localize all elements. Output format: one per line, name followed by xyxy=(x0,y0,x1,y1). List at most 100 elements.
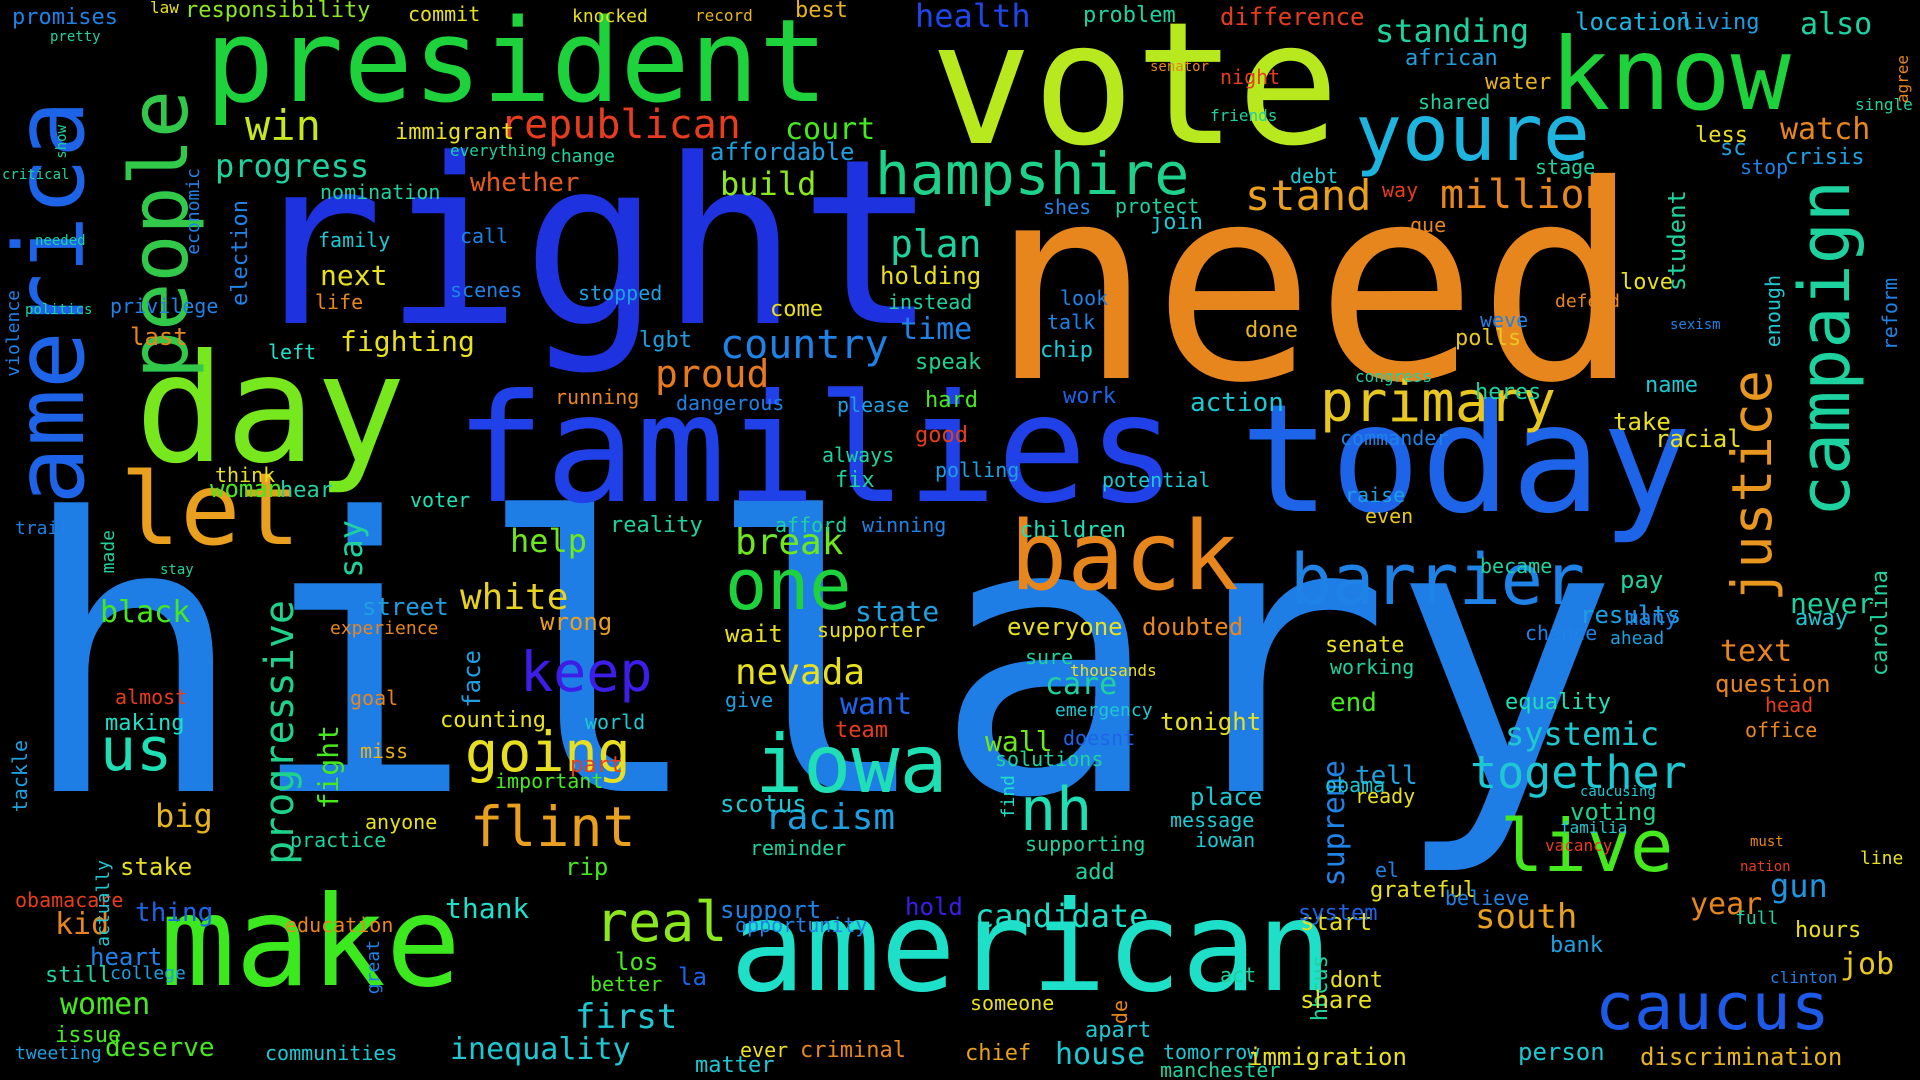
cloud-word-bank: bank xyxy=(1550,933,1603,958)
cloud-word-name: name xyxy=(1645,373,1698,398)
cloud-word-president: president xyxy=(205,0,829,129)
cloud-word-stopped: stopped xyxy=(578,281,663,305)
cloud-word-end: end xyxy=(1330,688,1377,718)
cloud-word-difference: difference xyxy=(1220,3,1365,31)
cloud-word-job: job xyxy=(1840,947,1895,982)
cloud-word-dangerous: dangerous xyxy=(676,391,785,415)
cloud-word-obama: obama xyxy=(1325,773,1386,797)
cloud-word-family: family xyxy=(318,228,391,252)
cloud-word-supporter: supporter xyxy=(817,618,926,642)
cloud-word-heres: heres xyxy=(1475,380,1542,405)
cloud-word-question: question xyxy=(1715,670,1831,698)
cloud-word-country: country xyxy=(720,322,889,368)
cloud-word-potential: potential xyxy=(1102,468,1211,492)
cloud-word-election: election xyxy=(228,200,253,306)
cloud-word-senator: senator xyxy=(1150,59,1210,75)
cloud-word-racial: racial xyxy=(1655,425,1742,453)
cloud-word-iowan: iowan xyxy=(1195,828,1256,852)
cloud-word-join: join xyxy=(1150,210,1203,235)
cloud-word-grateful: grateful xyxy=(1370,878,1476,903)
cloud-word-black: black xyxy=(100,595,191,630)
cloud-word-take: take xyxy=(1613,408,1671,436)
cloud-word-hours: hours xyxy=(1795,918,1862,943)
cloud-word-line: line xyxy=(1860,848,1904,869)
cloud-word-caucus: caucus xyxy=(1595,970,1830,1045)
cloud-word-voting: voting xyxy=(1570,798,1657,826)
cloud-word-candidate: candidate xyxy=(975,897,1149,935)
cloud-word-voter: voter xyxy=(410,488,471,512)
cloud-word-watch: watch xyxy=(1780,112,1871,147)
cloud-word-big: big xyxy=(155,797,213,835)
cloud-word-tweeting: tweeting xyxy=(15,1043,102,1064)
cloud-word-health: health xyxy=(915,0,1031,35)
cloud-word-text: text xyxy=(1720,634,1793,669)
cloud-word-south: south xyxy=(1475,897,1578,937)
cloud-word-real: real xyxy=(595,890,728,954)
cloud-word-woman: woman xyxy=(210,475,283,503)
cloud-word-instead: instead xyxy=(888,290,973,314)
cloud-word-doesnt: doesnt xyxy=(1063,726,1136,750)
cloud-word-wrong: wrong xyxy=(540,608,613,636)
cloud-word-important: important xyxy=(495,769,604,793)
cloud-word-weve: weve xyxy=(1480,308,1529,332)
cloud-word-affordable: affordable xyxy=(710,138,855,166)
cloud-word-ever: ever xyxy=(740,1038,789,1062)
cloud-word-women: women xyxy=(60,987,151,1022)
cloud-word-hear: hear xyxy=(280,478,333,503)
cloud-word-la: la xyxy=(678,963,707,991)
cloud-word-support: support xyxy=(720,896,822,924)
cloud-word-us: us xyxy=(100,715,173,785)
cloud-word-together: together xyxy=(1470,746,1687,799)
cloud-word-politics: politics xyxy=(25,302,93,318)
cloud-word-live: live xyxy=(1500,804,1674,888)
cloud-word-commander: commander xyxy=(1340,426,1449,450)
cloud-word-equality: equality xyxy=(1505,690,1611,715)
cloud-word-african: african xyxy=(1405,46,1498,71)
cloud-word-law: law xyxy=(150,0,179,17)
cloud-word-miss: miss xyxy=(360,739,409,763)
cloud-word-los: los xyxy=(615,948,659,976)
cloud-word-many: many xyxy=(1625,606,1678,631)
cloud-word-racism: racism xyxy=(765,797,896,838)
cloud-word-congress: congress xyxy=(1355,367,1433,386)
cloud-word-sc: sc xyxy=(1720,136,1747,161)
cloud-word-scenes: scenes xyxy=(450,278,523,302)
cloud-word-hard: hard xyxy=(925,388,978,413)
cloud-word-way: way xyxy=(1382,178,1419,202)
cloud-word-kid: kid xyxy=(55,907,110,942)
cloud-word-sexism: sexism xyxy=(1670,317,1721,333)
cloud-word-add: add xyxy=(1075,860,1115,885)
cloud-word-shared: shared xyxy=(1418,90,1491,114)
cloud-word-que: que xyxy=(1410,213,1447,237)
cloud-word-caucusing: caucusing xyxy=(1580,784,1656,800)
cloud-word-clinton: clinton xyxy=(1770,968,1838,987)
cloud-word-became: became xyxy=(1480,554,1553,578)
cloud-word-scotus: scotus xyxy=(720,790,807,818)
cloud-word-stake: stake xyxy=(120,853,193,881)
cloud-word-communities: communities xyxy=(265,1041,398,1065)
cloud-word-children: children xyxy=(1020,518,1126,543)
cloud-word-say: say xyxy=(332,520,370,578)
cloud-word-proud: proud xyxy=(655,352,770,396)
cloud-word-thing: thing xyxy=(135,898,214,928)
cloud-word-defend: defend xyxy=(1555,291,1621,312)
cloud-word-working: working xyxy=(1330,655,1415,679)
cloud-word-hampshire: hampshire xyxy=(875,140,1190,208)
cloud-word-obamacare: obamacare xyxy=(15,888,124,912)
cloud-word-plan: plan xyxy=(890,222,982,266)
cloud-word-american: american xyxy=(730,875,1333,1020)
cloud-word-better: better xyxy=(590,972,663,996)
cloud-word-debt: debt xyxy=(1290,164,1339,188)
cloud-word-work: work xyxy=(1063,384,1116,409)
cloud-word-someone: someone xyxy=(970,991,1055,1015)
cloud-word-change: change xyxy=(550,146,616,167)
cloud-word-thousands: thousands xyxy=(1070,661,1157,680)
cloud-word-please: please xyxy=(837,393,910,417)
cloud-word-ready: ready xyxy=(1355,784,1416,808)
cloud-word-republican: republican xyxy=(500,102,741,148)
cloud-word-friends: friends xyxy=(1210,106,1278,125)
cloud-word-privilege: privilege xyxy=(110,294,219,318)
cloud-word-give: give xyxy=(725,688,774,712)
cloud-word-person: person xyxy=(1518,1038,1605,1066)
